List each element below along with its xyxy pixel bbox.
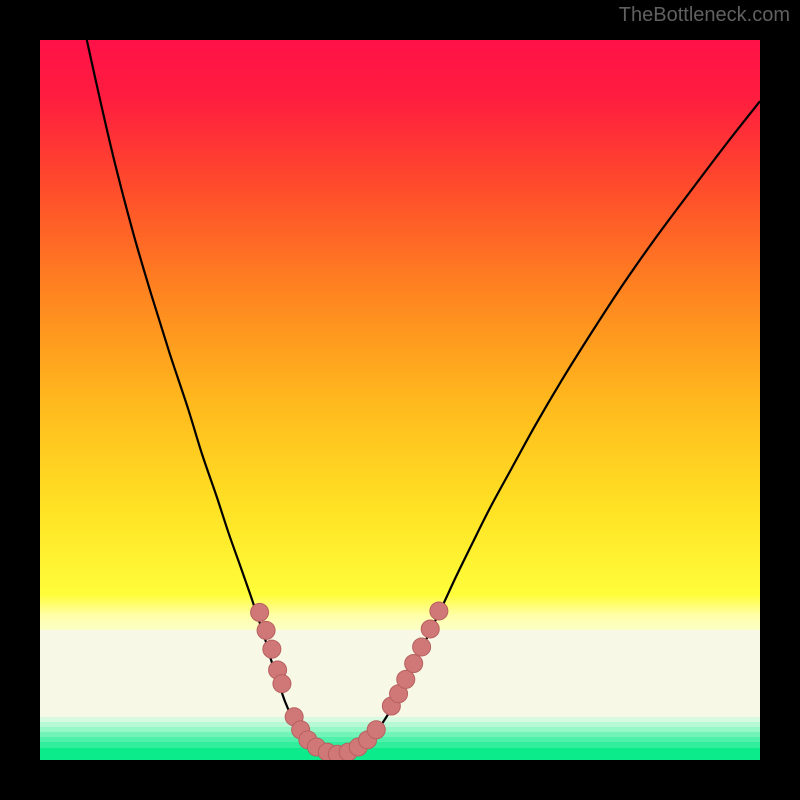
data-marker xyxy=(251,603,269,621)
data-marker xyxy=(273,675,291,693)
data-marker xyxy=(405,655,423,673)
watermark-text: TheBottleneck.com xyxy=(619,4,790,27)
data-marker xyxy=(367,721,385,739)
data-marker xyxy=(263,640,281,658)
data-marker xyxy=(421,620,439,638)
data-marker xyxy=(413,638,431,656)
data-marker xyxy=(257,621,275,639)
data-marker xyxy=(430,602,448,620)
bottleneck-curve-chart xyxy=(40,40,760,760)
chart-plot-area xyxy=(40,40,760,760)
data-marker xyxy=(397,670,415,688)
